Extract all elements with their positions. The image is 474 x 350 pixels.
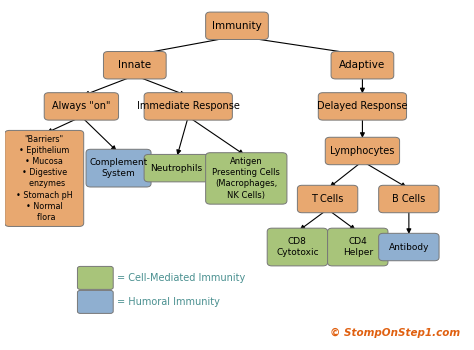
Text: Lymphocytes: Lymphocytes [330, 146, 395, 156]
FancyBboxPatch shape [267, 228, 328, 266]
FancyBboxPatch shape [206, 12, 268, 40]
FancyBboxPatch shape [103, 51, 166, 79]
Text: Antigen
Presenting Cells
(Macrophages,
NK Cells): Antigen Presenting Cells (Macrophages, N… [212, 157, 280, 200]
FancyBboxPatch shape [206, 153, 287, 204]
Text: T Cells: T Cells [311, 194, 344, 204]
Text: CD8
Cytotoxic: CD8 Cytotoxic [276, 237, 319, 257]
Text: B Cells: B Cells [392, 194, 426, 204]
FancyBboxPatch shape [379, 185, 439, 213]
FancyBboxPatch shape [297, 185, 358, 213]
FancyBboxPatch shape [144, 93, 232, 120]
Text: Delayed Response: Delayed Response [317, 102, 408, 111]
FancyBboxPatch shape [328, 228, 388, 266]
Text: = Humoral Immunity: = Humoral Immunity [118, 297, 220, 307]
FancyBboxPatch shape [144, 154, 209, 182]
Text: © StompOnStep1.com: © StompOnStep1.com [330, 328, 460, 338]
FancyBboxPatch shape [379, 233, 439, 261]
Text: = Cell-Mediated Immunity: = Cell-Mediated Immunity [118, 273, 246, 283]
Text: Complement
System: Complement System [90, 158, 148, 178]
FancyBboxPatch shape [319, 93, 407, 120]
FancyBboxPatch shape [77, 266, 113, 289]
FancyBboxPatch shape [325, 137, 400, 165]
Text: Innate: Innate [118, 60, 151, 70]
FancyBboxPatch shape [86, 149, 151, 187]
Text: Always "on": Always "on" [52, 102, 110, 111]
Text: Immunity: Immunity [212, 21, 262, 31]
FancyBboxPatch shape [5, 131, 84, 226]
FancyBboxPatch shape [44, 93, 118, 120]
Text: "Barriers"
• Epithelium
• Mucosa
• Digestive
  enzymes
• Stomach pH
• Normal
  f: "Barriers" • Epithelium • Mucosa • Diges… [16, 135, 73, 222]
FancyBboxPatch shape [331, 51, 394, 79]
Text: Immediate Response: Immediate Response [137, 102, 240, 111]
Text: CD4
Helper: CD4 Helper [343, 237, 373, 257]
Text: Antibody: Antibody [389, 243, 429, 252]
FancyBboxPatch shape [77, 290, 113, 313]
Text: Neutrophils: Neutrophils [151, 164, 203, 173]
Text: Adaptive: Adaptive [339, 60, 385, 70]
